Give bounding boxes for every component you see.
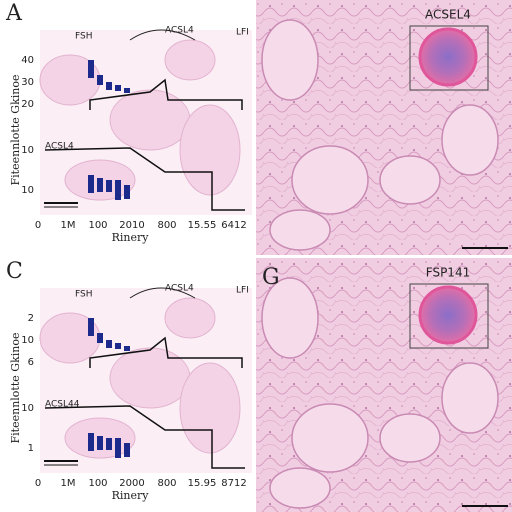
annotation: LFI <box>236 286 249 296</box>
x-axis-label: Rinery <box>112 489 150 502</box>
tissue-structure <box>261 277 319 359</box>
y-tick-label: 6 <box>28 357 34 368</box>
tissue-blob <box>109 89 191 151</box>
annotation: ACSL4 <box>165 26 194 36</box>
tissue-blob <box>179 104 241 196</box>
x-tick-label: 800 <box>157 478 176 489</box>
x-axis-label: Rinery <box>112 231 150 244</box>
bar <box>106 438 112 450</box>
y-tick-label: 30 <box>21 77 34 88</box>
nodule <box>418 285 478 345</box>
annotation: ACSL4 <box>45 142 74 152</box>
arrow <box>129 287 196 299</box>
bar <box>88 60 94 78</box>
bar <box>88 175 94 193</box>
panel-letter: A <box>5 1 23 26</box>
trend-line <box>44 147 245 211</box>
x-tick-label: 15.55 <box>188 220 217 231</box>
y-tick-label: 40 <box>21 55 34 66</box>
nodule <box>418 27 478 87</box>
annotation: LFI <box>236 28 249 38</box>
bar <box>97 333 103 343</box>
bar <box>88 433 94 451</box>
trend-line <box>89 336 243 368</box>
tissue-structure <box>291 403 369 473</box>
bar <box>97 75 103 85</box>
y-axis-label: Fiteennlotte Gkinoe <box>9 75 22 186</box>
bar <box>124 88 130 93</box>
x-tick-label: 15.95 <box>188 478 217 489</box>
x-tick-label: 8712 <box>221 478 246 489</box>
x-tick-label: 0 <box>35 220 41 231</box>
bar <box>97 178 103 192</box>
y-tick-label: 20 <box>21 99 34 110</box>
tissue-structure <box>379 413 441 463</box>
annotation: FSH <box>75 32 93 42</box>
tissue-blob <box>179 362 241 454</box>
bar <box>106 180 112 192</box>
trend-line <box>44 405 245 469</box>
x-tick-label: 6412 <box>221 220 246 231</box>
bar <box>124 185 130 199</box>
x-tick-label: 2000 <box>119 478 144 489</box>
tissue-structure <box>291 145 369 215</box>
bar <box>115 180 121 200</box>
annotation: ACSL44 <box>45 400 80 410</box>
trend-line <box>89 78 243 110</box>
x-tick-label: 2010 <box>119 220 144 231</box>
bar <box>115 343 121 349</box>
y-tick-label: 10 <box>21 145 34 156</box>
y-tick-label: 10 <box>21 403 34 414</box>
tissue-blob <box>164 39 216 81</box>
tissue-structure <box>441 104 499 176</box>
image-label: FSP141 <box>426 266 470 280</box>
tissue-blob <box>164 297 216 339</box>
bar <box>97 436 103 450</box>
tissue-structure <box>269 467 331 509</box>
bar <box>106 340 112 348</box>
y-tick-label: 10 <box>21 335 34 346</box>
tissue-blob <box>109 347 191 409</box>
bar <box>115 438 121 458</box>
y-tick-label: 1 <box>28 443 34 454</box>
tissue-structure <box>269 209 331 251</box>
y-tick-label: 10 <box>21 185 34 196</box>
tissue-structure <box>441 362 499 434</box>
tissue-structure <box>379 155 441 205</box>
bar <box>115 85 121 91</box>
inset-box <box>409 283 489 349</box>
annotation: ACSL4 <box>165 284 194 294</box>
panel-letter: C <box>6 259 23 284</box>
x-tick-label: 100 <box>88 220 107 231</box>
x-tick-label: 1M <box>61 220 76 231</box>
x-tick-label: 0 <box>35 478 41 489</box>
bar <box>88 318 94 336</box>
inset-box <box>409 25 489 91</box>
bar <box>124 443 130 457</box>
y-axis-label: Fiteennlotte Gkinoe <box>9 333 22 444</box>
y-tick-label: 2 <box>28 313 34 324</box>
x-tick-label: 100 <box>88 478 107 489</box>
annotation: FSH <box>75 290 93 300</box>
bar <box>106 82 112 90</box>
x-tick-label: 1M <box>61 478 76 489</box>
panel-letter: G <box>262 265 280 290</box>
tissue-structure <box>261 19 319 101</box>
arrow <box>129 29 196 41</box>
bar <box>124 346 130 351</box>
x-tick-label: 800 <box>157 220 176 231</box>
image-label: ACSEL4 <box>425 8 471 22</box>
